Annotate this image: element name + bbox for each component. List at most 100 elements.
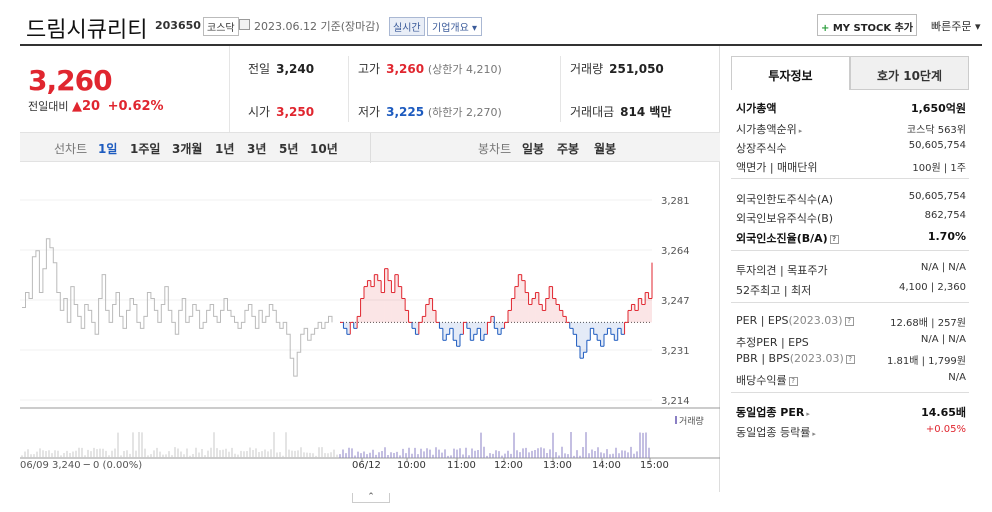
tab-period-1y[interactable]: 1년 [215, 142, 235, 156]
help-icon[interactable]: ? [844, 317, 854, 326]
info-key[interactable]: 동일업종 PER ▸ [736, 404, 810, 420]
help-icon[interactable]: ? [829, 235, 839, 244]
area-fill [370, 286, 375, 323]
current-price: 3,260 [28, 64, 113, 97]
tab-candle-monthly[interactable]: 월봉 [594, 142, 617, 156]
info-value: 코스닥 563위 [906, 125, 966, 136]
area-fill [580, 322, 584, 359]
area-fill [346, 322, 351, 335]
info-key[interactable]: 시가총액순위 ▸ [736, 121, 802, 137]
quick-order-dropdown[interactable]: 빠른주문 ▾ [931, 20, 981, 33]
tab-candle-daily[interactable]: 일봉 [522, 142, 545, 156]
info-row: 동일업종 등락률 ▸ +0.05% [736, 424, 966, 442]
area-fill [638, 298, 642, 323]
company-overview-dropdown[interactable]: 기업개요 ▾ [427, 17, 482, 36]
info-row: 상장주식수 50,605,754 [736, 140, 966, 158]
area-fill [470, 322, 474, 341]
prev-day-line [22, 238, 333, 377]
chevron-right-icon: ▸ [812, 430, 816, 438]
area-fill [394, 274, 399, 323]
area-fill [374, 274, 378, 323]
tab-period-1d[interactable]: 1일 [98, 142, 118, 156]
info-key: 추정PER | EPS [736, 334, 809, 350]
chart-tabs: 선차트 1일 1주일 3개월 1년 3년 5년 10년 봉차트 일봉 주봉 월봉 [20, 132, 720, 163]
quote-panel: 3,260 전일대비 ▲20 +0.62% 전일 3,240 시가 3,250 고가… [20, 46, 720, 492]
info-key: 외국인한도주식수(A) [736, 191, 833, 207]
x-tick-label: 10:00 [397, 460, 426, 471]
tab-period-3y[interactable]: 3년 [247, 142, 267, 156]
info-value: 862,754 [924, 210, 966, 221]
info-key-label: 외국인보유주식수(B) [736, 212, 834, 225]
area-fill [641, 304, 646, 323]
line-chart-label: 선차트 [54, 142, 88, 156]
stat-prev-close: 전일 3,240 [248, 62, 315, 76]
info-key: 외국인소진율(B/A)? [736, 230, 839, 246]
y-tick-label: 3,231 [661, 346, 690, 357]
info-key: 배당수익률? [736, 372, 798, 388]
tab-candle-weekly[interactable]: 주봉 [557, 142, 580, 156]
area-fill [569, 322, 574, 329]
tab-investment-info[interactable]: 투자정보 [731, 56, 850, 90]
help-icon[interactable]: ? [788, 377, 798, 386]
area-fill [494, 322, 498, 329]
area-fill [607, 322, 611, 329]
area-fill [484, 322, 488, 335]
info-key: 시가총액 [736, 100, 776, 116]
area-fill [648, 298, 652, 323]
area-fill [453, 322, 457, 341]
tab-period-10y[interactable]: 10년 [310, 142, 338, 156]
area-fill [628, 310, 632, 323]
my-stock-add-button[interactable]: + MY STOCK 추가 [817, 14, 917, 36]
realtime-button[interactable]: 실시간 [389, 17, 425, 36]
tab-period-5y[interactable]: 5년 [279, 142, 299, 156]
area-fill [432, 310, 436, 323]
info-row: 투자의견 | 목표주가 N/A | N/A [736, 262, 966, 280]
area-fill [412, 322, 416, 329]
stat-low: 저가 3,225 (하한가 2,270) [358, 105, 502, 119]
area-fill [604, 322, 608, 335]
area-fill [617, 322, 622, 329]
area-fill [456, 322, 460, 347]
area-fill [535, 292, 539, 323]
area-fill [610, 322, 615, 335]
quote-date: 2023.06.12 기준(장마감) [254, 20, 380, 33]
tab-period-3m[interactable]: 3개월 [172, 142, 203, 156]
info-tabs: 투자정보 호가 10단계 [731, 56, 969, 90]
info-key-label: 시가총액순위 [736, 123, 797, 136]
info-key[interactable]: 동일업종 등락률 ▸ [736, 424, 816, 440]
info-row: PBR | BPS(2023.03)? 1.81배 | 1,799원 [736, 352, 966, 370]
info-key-label: 시가총액 [736, 102, 777, 115]
area-fill [388, 280, 392, 323]
info-key-label: 동일업종 등락률 [736, 426, 811, 439]
area-fill [528, 304, 532, 323]
info-key-label: 52주최고 | 최저 [736, 284, 812, 297]
change-value: ▲20 [71, 99, 101, 114]
info-value: +0.05% [925, 424, 966, 435]
info-value: 1,650억원 [910, 102, 966, 115]
info-key: PBR | BPS(2023.03)? [736, 352, 855, 365]
help-icon[interactable]: ? [845, 355, 855, 364]
area-fill [367, 280, 371, 323]
area-fill [559, 310, 563, 323]
x-tick-label: 15:00 [640, 460, 669, 471]
info-row: 배당수익률? N/A [736, 372, 966, 390]
divider [731, 178, 969, 179]
info-row: 외국인한도주식수(A) 50,605,754 [736, 191, 966, 209]
stat-open: 시가 3,250 [248, 105, 315, 119]
area-fill [490, 316, 495, 323]
area-fill [532, 298, 536, 323]
info-key-label: 외국인한도주식수(A) [736, 193, 834, 206]
tab-period-1w[interactable]: 1주일 [130, 142, 161, 156]
info-value: 4,100 | 2,360 [899, 282, 966, 293]
info-key-label: 액면가 | 매매단위 [736, 161, 818, 174]
info-row: PER | EPS(2023.03)? 12.68배 | 257원 [736, 314, 966, 332]
change-row: 전일대비 ▲20 +0.62% [28, 98, 164, 114]
area-fill [549, 286, 553, 323]
divider [731, 302, 969, 303]
collapse-chevron-icon[interactable]: ⌃ [352, 493, 390, 503]
area-fill [600, 322, 604, 347]
area-fill [422, 316, 426, 323]
calendar-icon [239, 19, 250, 30]
tab-orderbook-10[interactable]: 호가 10단계 [850, 56, 969, 90]
volume-legend-swatch [675, 416, 677, 424]
